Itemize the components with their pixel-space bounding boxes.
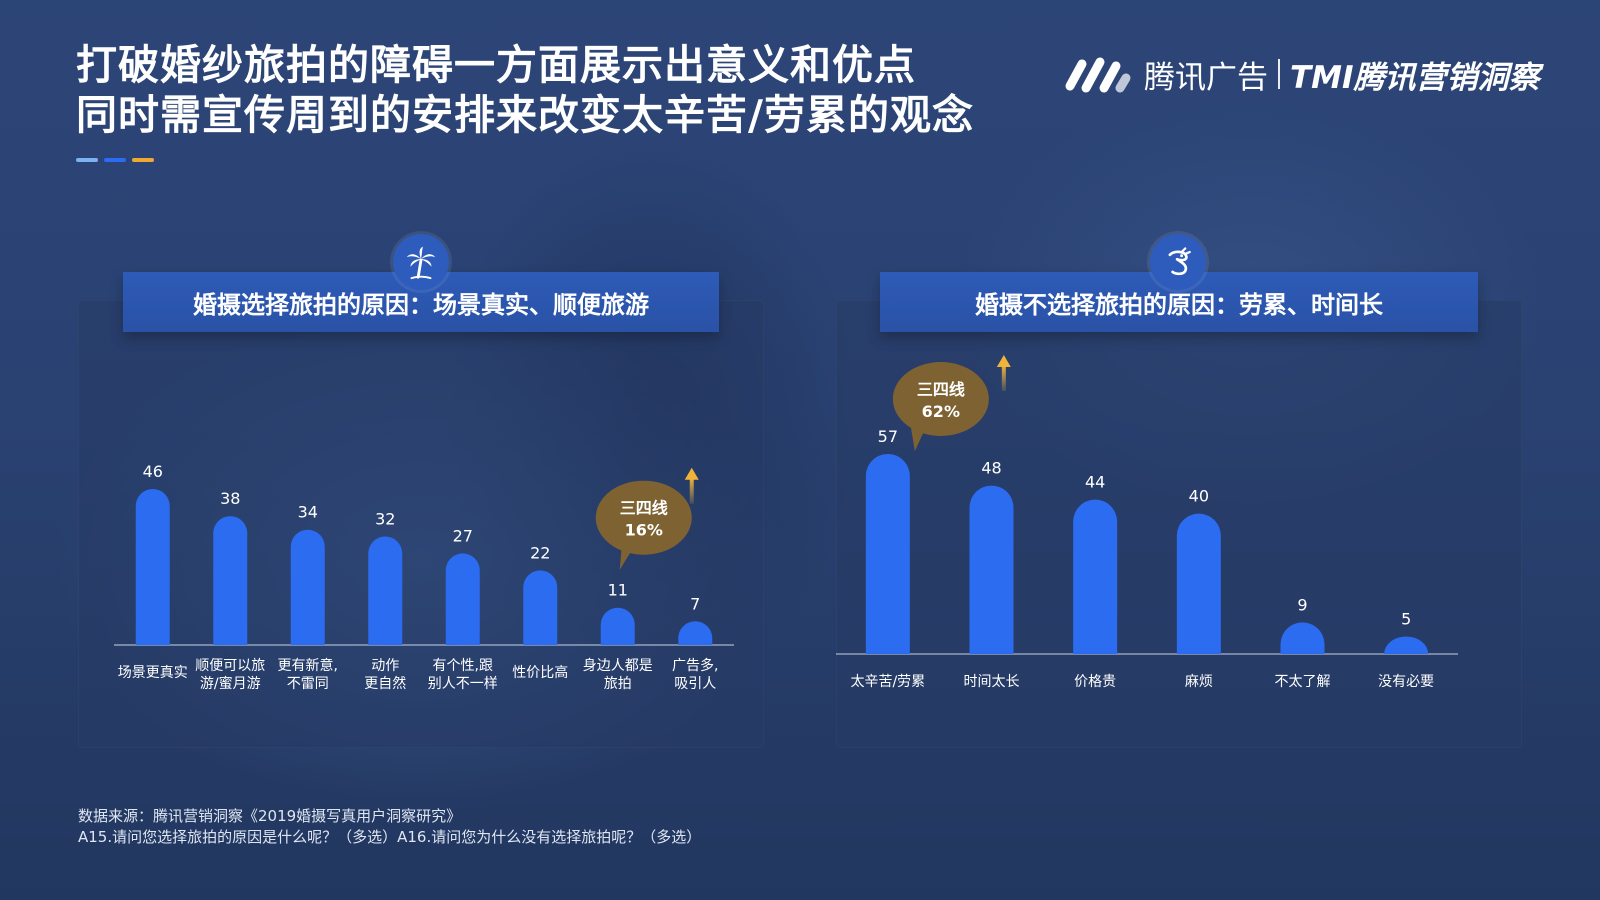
bar xyxy=(865,454,910,654)
annotation-text-percent: 16% xyxy=(625,521,663,540)
category-label: 性价比高 xyxy=(512,664,568,681)
up-arrow-shaft xyxy=(689,477,694,504)
category-label: 广告多, 吸引人 xyxy=(672,657,718,692)
data-label: 5 xyxy=(1401,609,1411,628)
category-label-line: 吸引人 xyxy=(674,676,716,692)
annotation-text-region: 三四线 xyxy=(620,499,668,518)
annotation-text-region: 三四线 xyxy=(917,380,965,399)
questions-note: A15.请问您选择旅拍的原因是什么呢？（多选）A16.请问您为什么没有选择旅拍呢… xyxy=(78,828,702,846)
bar xyxy=(1280,622,1325,654)
category-label: 场景更真实 xyxy=(118,665,188,681)
category-label: 时间太长 xyxy=(964,674,1020,690)
logo-divider xyxy=(1278,59,1280,89)
data-label: 40 xyxy=(1189,487,1209,506)
accent-dash-orange xyxy=(132,158,154,162)
annotation-bubble xyxy=(595,480,692,555)
source-note: 数据来源：腾讯营销洞察《2019婚摄写真用户洞察研究》 xyxy=(78,807,462,825)
category-label-line: 别人不一样 xyxy=(428,676,498,692)
page-title-line-2: 同时需宣传周到的安排来改变太辛苦/劳累的观念 xyxy=(76,91,974,139)
bar xyxy=(135,489,170,645)
footer-notes: 数据来源：腾讯营销洞察《2019婚摄写真用户洞察研究》 A15.请问您选择旅拍的… xyxy=(78,806,701,848)
bar xyxy=(213,516,248,645)
right-bar-chart-svg: 57 太辛苦/劳累 48 时间太长 44 价格贵 40 麻烦 9 不太了解 5 没有必要 三四线 62% xyxy=(836,355,1458,690)
bar xyxy=(290,529,325,645)
bar xyxy=(1073,499,1118,654)
bar xyxy=(523,570,558,645)
category-label-line: 顺便可以旅 xyxy=(195,658,265,674)
logo-sub-text: TMI腾讯营销洞察 xyxy=(1290,59,1540,96)
category-label: 动作更自然 xyxy=(364,658,406,692)
category-label-line: 身边人都是 xyxy=(583,658,653,674)
category-label-line: 有个性,跟 xyxy=(433,658,493,674)
category-label-line: 游/蜜月游 xyxy=(200,676,261,692)
data-label: 32 xyxy=(375,509,395,528)
right-bar-chart: 57 太辛苦/劳累 48 时间太长 44 价格贵 40 麻烦 9 不太了解 5 没有必要 三四线 62% xyxy=(836,340,1522,740)
annotation-bubble xyxy=(892,362,989,436)
data-label: 46 xyxy=(143,462,163,481)
category-label: 更有新意, 不雷同 xyxy=(278,657,338,692)
category-label-line: 不太了解 xyxy=(1275,674,1331,690)
bar xyxy=(678,621,713,645)
bar xyxy=(445,553,480,645)
category-label-line: 旅拍 xyxy=(604,676,632,692)
data-label: 48 xyxy=(981,459,1001,478)
left-panel-title: 婚摄选择旅拍的原因：场景真实、顺便旅游 xyxy=(123,272,719,332)
category-label-line: 广告多, xyxy=(672,657,718,674)
data-label: 22 xyxy=(530,543,550,562)
brand-logo: 腾讯广告 TMI腾讯营销洞察 xyxy=(1062,52,1540,96)
page-title: 打破婚纱旅拍的障碍一方面展示出意义和优点 同时需宣传周到的安排来改变太辛苦/劳累… xyxy=(76,40,1076,140)
category-label-line: 场景更真实 xyxy=(118,665,188,681)
accent-dash-light xyxy=(76,158,98,162)
up-arrow-shaft xyxy=(1001,365,1006,391)
category-label-line: 性价比高 xyxy=(512,664,568,681)
category-label-line: 麻烦 xyxy=(1185,674,1213,690)
data-label: 44 xyxy=(1085,473,1105,492)
annotation-bubble-tail xyxy=(910,425,927,451)
category-label: 身边人都是旅拍 xyxy=(583,658,653,692)
left-bar-chart: 46 场景更真实 38 顺便可以旅游/蜜月游 34 更有新意, 不雷同 32 动作更自然 27 有个… xyxy=(78,340,764,740)
left-bar-chart-svg: 46 场景更真实 38 顺便可以旅游/蜜月游 34 更有新意, 不雷同 32 动作更自然 27 有个… xyxy=(114,462,734,692)
category-label: 顺便可以旅游/蜜月游 xyxy=(195,658,265,692)
category-label-line: 没有必要 xyxy=(1378,674,1434,690)
dragon-icon xyxy=(1150,234,1206,290)
category-label: 没有必要 xyxy=(1378,674,1434,690)
data-label: 7 xyxy=(690,594,700,613)
up-arrow-icon xyxy=(684,467,699,480)
data-label: 38 xyxy=(220,489,240,508)
data-label: 11 xyxy=(608,581,628,600)
bar xyxy=(1176,513,1221,654)
logo-brand-text: 腾讯广告 xyxy=(1144,59,1268,96)
category-label-line: 更自然 xyxy=(364,675,406,692)
category-label: 不太了解 xyxy=(1275,674,1331,690)
category-label: 价格贵 xyxy=(1074,674,1116,690)
category-label: 有个性,跟别人不一样 xyxy=(428,658,498,692)
annotation-text-percent: 62% xyxy=(922,402,960,421)
category-label-line: 太辛苦/劳累 xyxy=(850,674,925,690)
data-label: 57 xyxy=(878,427,898,446)
annotation-bubble-tail xyxy=(619,543,636,570)
category-label-line: 价格贵 xyxy=(1074,674,1116,690)
accent-dash-blue xyxy=(104,158,126,162)
bar xyxy=(600,607,635,645)
data-label: 27 xyxy=(453,526,473,545)
category-label-line: 更有新意, xyxy=(278,657,338,674)
bar xyxy=(969,485,1014,654)
category-label-line: 时间太长 xyxy=(964,674,1020,690)
title-accent-bar xyxy=(76,158,154,162)
data-label: 9 xyxy=(1297,595,1307,614)
palm-tree-icon xyxy=(393,234,449,290)
category-label-line: 不雷同 xyxy=(287,676,329,692)
category-label: 麻烦 xyxy=(1185,674,1213,690)
tencent-ads-logo-icon xyxy=(1065,57,1131,93)
data-label: 34 xyxy=(298,503,318,522)
up-arrow-icon xyxy=(996,355,1011,367)
bar xyxy=(1384,636,1429,654)
bar xyxy=(368,536,403,645)
category-label: 太辛苦/劳累 xyxy=(850,674,925,690)
category-label-line: 动作 xyxy=(371,658,399,674)
page-title-line-1: 打破婚纱旅拍的障碍一方面展示出意义和优点 xyxy=(76,41,916,89)
